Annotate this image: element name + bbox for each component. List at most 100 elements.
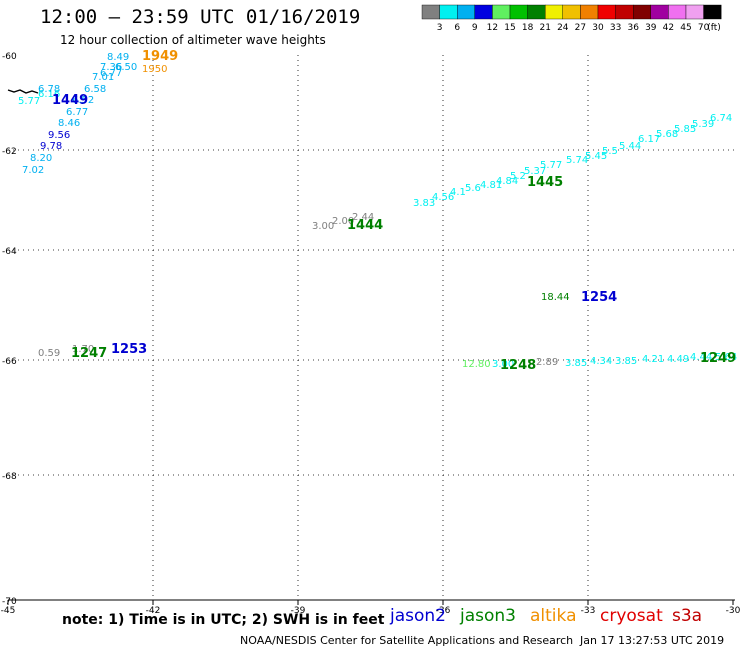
x-tick-label: -36 (436, 606, 451, 616)
wave-height-label: 7.02 (22, 165, 44, 176)
wave-height-label: 12.80 (462, 359, 491, 370)
x-tick-label: -33 (581, 606, 596, 616)
wave-height-label: 4.49 (667, 354, 689, 365)
colorbar-swatch (474, 4, 493, 20)
footer-note: note: 1) Time is in UTC; 2) SWH is in fe… (62, 612, 385, 628)
y-tick-label: -64 (2, 247, 17, 257)
pass-time-label: 1253 (111, 342, 147, 357)
pass-time-label: 1248 (500, 358, 536, 373)
pass-time-label: 1949 (142, 49, 178, 64)
wave-height-label: 4.34 (590, 356, 612, 367)
wave-height-label: 7.36 (100, 62, 122, 73)
colorbar-label: 70 (698, 23, 710, 33)
footer-credit: NOAA/NESDIS Center for Satellite Applica… (240, 634, 574, 647)
wave-height-label: 5.6 (465, 183, 481, 194)
coastline (7, 89, 39, 94)
colorbar-label: 42 (663, 23, 674, 33)
y-tick-label: -60 (2, 52, 17, 62)
wave-height-label: 3.83 (413, 198, 435, 209)
wave-height-label: 6.77 (100, 68, 122, 79)
satellite-legend-altika: altika (530, 606, 577, 626)
wave-height-label: 5.45 (585, 151, 607, 162)
colorbar-label: 12 (487, 23, 498, 33)
y-tick-label: -62 (2, 147, 17, 157)
wave-height-label: 5.37 (524, 166, 546, 177)
wave-height-label: 2.89 (536, 357, 558, 368)
colorbar-swatch (615, 4, 634, 20)
colorbar-label: 39 (645, 23, 657, 33)
wave-height-label: 5.85 (674, 124, 696, 135)
colorbar-swatch (633, 4, 652, 20)
wave-height-label: 9.56 (48, 130, 70, 141)
wave-height-label: 5.44 (619, 141, 641, 152)
colorbar-swatch (597, 4, 616, 20)
colorbar-swatch (545, 4, 564, 20)
y-tick-label: -66 (2, 357, 17, 367)
wave-height-label: 5.5 (602, 146, 618, 157)
colorbar-label: 15 (504, 23, 515, 33)
wave-height-label: 4.44 (690, 352, 712, 363)
wave-height-label: 0.59 (38, 348, 60, 359)
wave-height-label: 1950 (142, 64, 167, 75)
wave-height-label: 6.16 (38, 89, 60, 100)
wave-height-label: 4.21 (642, 354, 664, 365)
satellite-legend-s3a: s3a (672, 606, 703, 626)
wave-height-label: 6.77 (66, 107, 88, 118)
colorbar-label: 33 (610, 23, 621, 33)
satellite-legend-cryosat: cryosat (600, 606, 663, 626)
wave-height-label: 4.1 (450, 187, 466, 198)
wave-height-label: 8.49 (107, 52, 129, 63)
wave-height-label: 5.2 (510, 171, 526, 182)
wave-height-label: 2.44 (352, 212, 374, 223)
colorbar-swatch (492, 4, 511, 20)
wave-height-label: 8.20 (30, 153, 52, 164)
colorbar-label: 3 (437, 23, 443, 33)
wave-height-label: 4.84 (496, 176, 518, 187)
colorbar-label: 6 (454, 23, 460, 33)
colorbar-swatch (668, 4, 687, 20)
wave-height-label: 6.17 (638, 134, 660, 145)
wave-height-label: 6.50 (115, 62, 137, 73)
pass-time-label: 1254 (581, 290, 617, 305)
x-tick-label: -45 (1, 606, 16, 616)
satellite-legend-jason2: jason2 (390, 606, 446, 626)
x-tick-label: -30 (726, 606, 740, 616)
y-tick-label: -68 (2, 472, 17, 482)
wave-height-label: 3.85 (615, 356, 637, 367)
wave-height-label: 9.78 (40, 141, 62, 152)
colorbar-label: 30 (592, 23, 604, 33)
colorbar-label: 36 (627, 23, 639, 33)
wave-height-label: 5.39 (692, 119, 714, 130)
wave-height-label: 4.81 (480, 180, 502, 191)
colorbar-swatch (650, 4, 669, 20)
wave-height-label: 1.70 (72, 344, 94, 355)
wave-height-label: 5.77 (18, 96, 40, 107)
colorbar-unit: (ft) (707, 23, 721, 33)
x-tick-label: -39 (291, 606, 306, 616)
wave-height-label: 4.56 (432, 192, 454, 203)
footer-timestamp: Jan 17 13:27:53 UTC 2019 (580, 634, 725, 647)
y-tick-label: -70 (2, 597, 17, 607)
pass-time-label: 1247 (71, 346, 107, 361)
page-title: 12:00 – 23:59 UTC 01/16/2019 (40, 6, 361, 28)
colorbar-label: 21 (539, 23, 550, 33)
wave-height-label: 3.00 (312, 221, 334, 232)
colorbar-swatch (703, 4, 722, 20)
wave-height-label: 5.77 (540, 160, 562, 171)
colorbar-swatch (527, 4, 546, 20)
pass-time-label: 1449 (52, 93, 88, 108)
x-tick-label: -42 (146, 606, 161, 616)
wave-height-label: 3.00 (492, 359, 514, 370)
wave-height-label: 5.64 (715, 352, 737, 363)
colorbar-swatch (457, 4, 476, 20)
colorbar-swatch (685, 4, 704, 20)
satellite-legend-jason3: jason3 (460, 606, 516, 626)
wave-height-label: 18.44 (541, 292, 570, 303)
wave-height-label: 2.00 (332, 216, 354, 227)
colorbar-label: 45 (680, 23, 691, 33)
wave-height-label: 5.74 (566, 155, 588, 166)
pass-time-label: 1249 (700, 351, 736, 366)
wave-height-label: 8.46 (58, 118, 80, 129)
